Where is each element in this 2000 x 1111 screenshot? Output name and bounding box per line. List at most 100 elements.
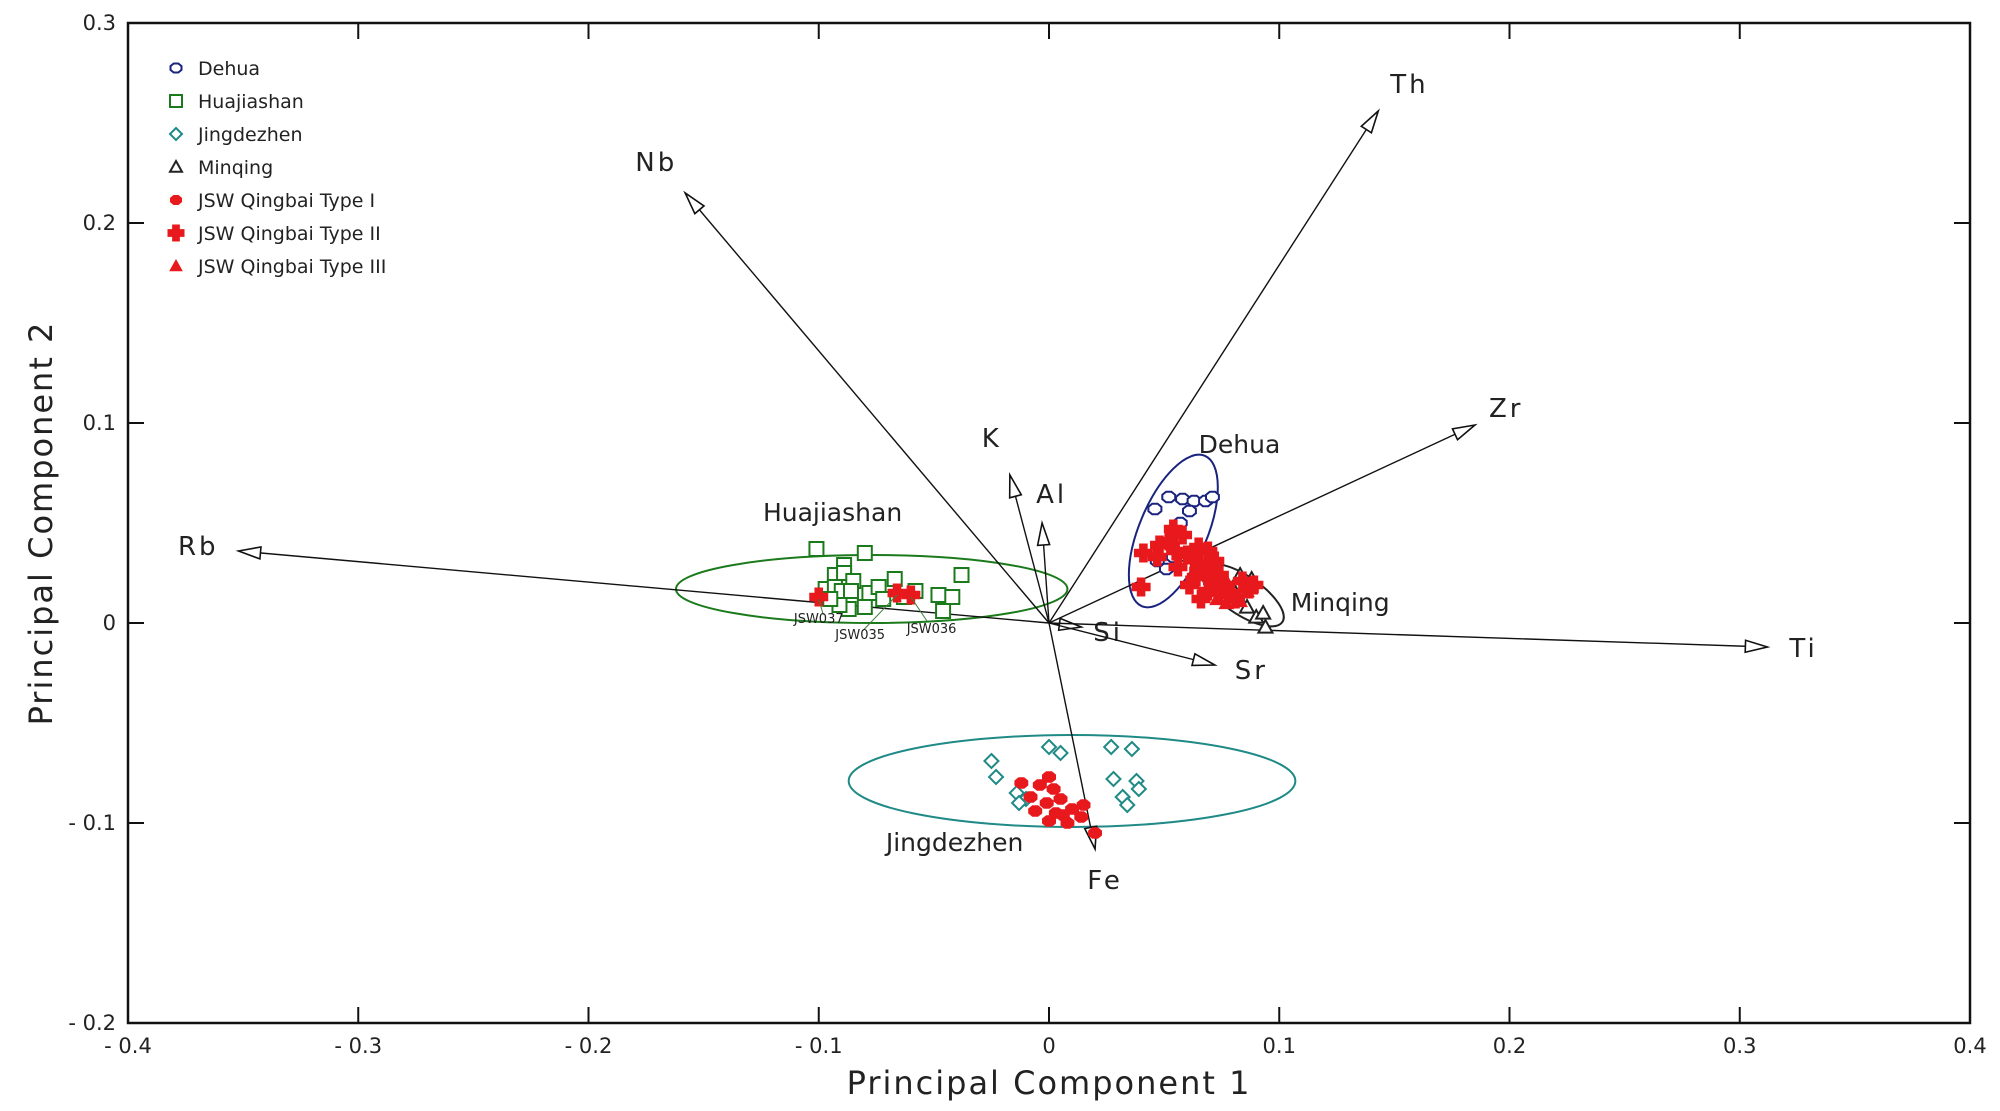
point-jingdezhen xyxy=(1040,738,1058,756)
x-tick-label: 0.1 xyxy=(1263,1034,1296,1058)
point-jsw-qingbai-type-iii xyxy=(1232,592,1248,608)
legend-label-jsw-qingbai-type-iii: JSW Qingbai Type III xyxy=(197,256,386,278)
point-dehua xyxy=(1205,490,1220,504)
legend-label-dehua: Dehua xyxy=(198,58,260,80)
sample-leader xyxy=(818,598,824,616)
loading-arrowhead-al xyxy=(1036,519,1051,547)
point-dehua xyxy=(1182,504,1197,518)
point-jsw-qingbai-type-ii xyxy=(1168,557,1188,577)
sample-leader xyxy=(862,594,898,632)
y-tick-label: - 0.1 xyxy=(68,811,116,835)
loading-line-th xyxy=(1048,110,1379,624)
legend-marker-dehua xyxy=(169,62,183,74)
legend-marker-huajiashan xyxy=(169,94,183,108)
point-minqing xyxy=(1256,617,1275,634)
loading-line-nb xyxy=(684,192,1050,624)
point-huajiashan xyxy=(842,583,859,599)
loading-label-si: Si xyxy=(1093,618,1123,648)
loading-arrowhead-ti xyxy=(1744,639,1771,654)
legend: Dehua Huajiashan Jingdezhen Minqing JSW Qing… xyxy=(167,58,386,278)
point-jingdezhen xyxy=(1118,796,1136,814)
loading-label-rb: Rb xyxy=(178,532,219,562)
point-jsw-qingbai-type-i xyxy=(1088,827,1102,839)
loading-arrowhead-th xyxy=(1359,108,1380,134)
point-dehua xyxy=(1161,490,1177,504)
loading-label-th: Th xyxy=(1389,70,1428,100)
loading-arrowhead-zr xyxy=(1451,423,1478,442)
point-huajiashan xyxy=(856,545,873,561)
x-tick-label: 0 xyxy=(1042,1034,1055,1058)
point-jingdezhen xyxy=(1105,770,1122,788)
point-jsw-qingbai-type-i xyxy=(1074,811,1089,823)
point-minqing xyxy=(1254,603,1272,620)
point-jsw-qingbai-type-ii xyxy=(887,583,907,603)
point-jsw-qingbai-type-i xyxy=(1028,805,1043,817)
sample-leader xyxy=(910,596,928,622)
point-jingdezhen xyxy=(983,752,1000,770)
x-tick-label: 0.3 xyxy=(1723,1034,1756,1058)
legend-marker-jsw-qingbai-type-ii xyxy=(167,224,185,242)
point-jingdezhen xyxy=(1102,738,1120,756)
point-huajiashan xyxy=(808,541,825,557)
point-huajiashan xyxy=(856,599,873,615)
loading-label-sr: Sr xyxy=(1235,656,1268,686)
loading-line-fe xyxy=(1048,622,1096,850)
loading-arrowhead-rb xyxy=(235,545,262,561)
point-jsw-qingbai-type-iii xyxy=(1220,576,1237,592)
point-jsw-qingbai-type-i xyxy=(1042,771,1056,783)
point-jsw-qingbai-type-ii xyxy=(1131,577,1151,597)
point-jsw-qingbai-type-ii xyxy=(1133,543,1153,563)
y-tick-label: 0.2 xyxy=(83,211,116,235)
point-jsw-qingbai-type-ii xyxy=(1147,547,1167,567)
point-jsw-qingbai-type-i xyxy=(1014,777,1029,789)
x-axis-title: Principal Component 1 xyxy=(847,1064,1252,1102)
point-jsw-qingbai-type-i xyxy=(1039,797,1054,809)
group-label-minqing: Minqing xyxy=(1291,588,1390,617)
point-jsw-qingbai-type-ii xyxy=(901,585,921,605)
point-jsw-qingbai-type-ii xyxy=(1173,525,1193,545)
x-tick-label: - 0.2 xyxy=(565,1034,613,1058)
y-tick-label: 0 xyxy=(103,611,116,635)
sample-label-jsw035: JSW035 xyxy=(834,628,885,643)
point-huajiashan xyxy=(944,589,961,605)
point-dehua xyxy=(1147,502,1163,516)
data-points xyxy=(808,490,1275,839)
point-jsw-qingbai-type-ii xyxy=(809,587,829,607)
legend-label-huajiashan: Huajiashan xyxy=(198,91,304,113)
point-jingdezhen xyxy=(1010,794,1028,812)
point-huajiashan xyxy=(953,567,970,583)
loading-label-ti: Ti xyxy=(1788,634,1817,664)
legend-marker-jsw-qingbai-type-i xyxy=(170,195,182,205)
loading-arrowhead-nb xyxy=(683,190,706,215)
point-jsw-qingbai-type-ii xyxy=(1202,571,1222,591)
loading-line-rb xyxy=(238,550,1050,624)
legend-label-minqing: Minqing xyxy=(198,157,273,179)
legend-label-jingdezhen: Jingdezhen xyxy=(197,124,302,146)
loading-line-sr xyxy=(1048,622,1215,666)
point-jingdezhen xyxy=(1130,780,1148,798)
loading-line-k xyxy=(1009,474,1050,624)
sample-label-jsw037: JSW037 xyxy=(793,612,844,627)
x-tick-label: - 0.3 xyxy=(334,1034,382,1058)
loading-label-al: Al xyxy=(1036,480,1067,510)
point-jsw-qingbai-type-iii xyxy=(1239,582,1255,598)
point-jsw-qingbai-type-ii xyxy=(1244,575,1264,595)
point-jsw-qingbai-type-i xyxy=(1023,791,1038,803)
point-jsw-qingbai-type-i xyxy=(1055,809,1070,821)
x-tick-label: - 0.1 xyxy=(795,1034,843,1058)
group-label-dehua: Dehua xyxy=(1199,430,1281,459)
plot-frame xyxy=(126,21,1972,1025)
point-jsw-qingbai-type-i xyxy=(1076,799,1091,811)
loading-vectors: Th Nb Zr K Al Rb Si Sr Ti Fe xyxy=(178,70,1817,896)
loading-line-zr xyxy=(1048,424,1476,624)
loading-arrowhead-sr xyxy=(1190,652,1218,667)
legend-label-jsw-qingbai-type-ii: JSW Qingbai Type II xyxy=(197,223,381,245)
loading-label-k: K xyxy=(982,424,1002,454)
loading-label-nb: Nb xyxy=(635,148,677,178)
point-jsw-qingbai-type-ii xyxy=(1179,575,1199,595)
point-huajiashan xyxy=(930,587,947,603)
legend-label-jsw-qingbai-type-i: JSW Qingbai Type I xyxy=(197,190,375,212)
loading-label-fe: Fe xyxy=(1087,866,1123,896)
